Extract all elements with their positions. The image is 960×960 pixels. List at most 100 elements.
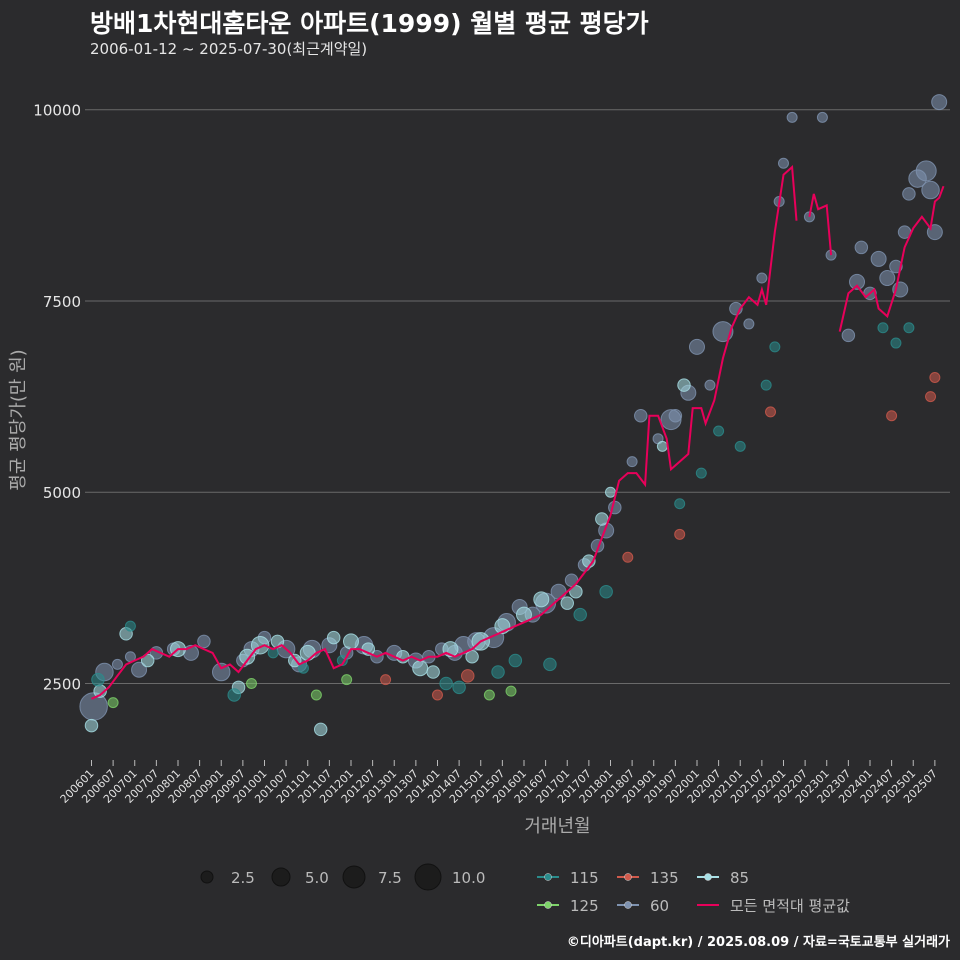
data-point-60	[786, 111, 798, 123]
data-point-60	[626, 456, 638, 468]
data-point-135	[674, 528, 686, 540]
data-point-85	[426, 665, 440, 679]
data-point-60	[902, 187, 916, 201]
data-point-60	[777, 157, 789, 169]
legend-marker-135	[624, 873, 632, 881]
data-point-135	[765, 406, 777, 418]
data-point-115	[491, 665, 505, 679]
data-point-60	[756, 272, 768, 284]
data-point-60	[712, 321, 734, 343]
mean-line	[808, 193, 833, 256]
data-point-115	[227, 688, 241, 702]
data-point-125	[310, 689, 322, 701]
mean-line	[838, 185, 945, 332]
data-point-60	[131, 661, 148, 678]
data-point-115	[890, 337, 902, 349]
legend-label-115: 115	[570, 869, 599, 887]
data-point-60	[841, 328, 856, 343]
size-legend-label: 2.5	[231, 869, 255, 887]
data-point-85	[560, 596, 574, 610]
data-point-115	[695, 467, 707, 479]
data-point-115	[267, 647, 279, 659]
legend-label-모든 면적대 평균값: 모든 면적대 평균값	[730, 897, 850, 915]
data-point-85	[239, 648, 256, 665]
data-point-60	[668, 408, 683, 423]
data-point-60	[816, 111, 828, 123]
data-point-115	[91, 672, 105, 687]
data-point-125	[341, 674, 353, 686]
x-axis-label: 거래년월	[524, 816, 590, 837]
legend-marker-85	[704, 873, 712, 881]
chart-subtitle: 2006-01-12 ~ 2025-07-30(최근계약일)	[90, 40, 368, 58]
data-point-85	[595, 512, 609, 526]
data-point-125	[246, 677, 258, 689]
data-point-85	[604, 486, 616, 498]
data-point-60	[197, 634, 211, 649]
source-credit: ©디아파트(dapt.kr) / 2025.08.09 / 자료=국토교통부 실…	[566, 935, 950, 950]
chart-title: 방배1차현대홈타운 아파트(1999) 월별 평균 평당가	[90, 9, 649, 38]
y-tick-label: 5000	[43, 484, 81, 502]
data-point-85	[465, 649, 479, 664]
data-point-60	[634, 408, 648, 423]
data-point-125	[505, 685, 517, 697]
data-point-115	[734, 440, 746, 452]
data-point-85	[677, 378, 691, 392]
data-point-125	[107, 697, 119, 709]
data-point-115	[769, 341, 781, 353]
data-point-135	[431, 689, 443, 701]
legend-label-125: 125	[570, 897, 599, 915]
data-point-115	[124, 620, 136, 632]
size-legend-symbol	[342, 865, 366, 889]
data-point-115	[903, 322, 915, 334]
mean-line	[91, 165, 798, 700]
data-point-60	[743, 318, 755, 330]
legend-marker-115	[544, 873, 552, 881]
size-legend-symbol	[200, 870, 214, 884]
data-point-60	[879, 270, 896, 287]
data-point-85	[84, 718, 99, 733]
data-point-135	[380, 674, 392, 686]
y-axis-label: 평균 평당가(만 원)	[8, 349, 29, 490]
data-point-85	[656, 440, 668, 452]
data-point-85	[326, 630, 341, 645]
data-point-135	[925, 391, 937, 403]
legend-label-85: 85	[730, 869, 749, 887]
data-point-60	[704, 379, 716, 391]
data-point-60	[870, 250, 887, 267]
data-point-60	[111, 658, 123, 670]
legend-marker-60	[624, 901, 632, 909]
data-point-135	[886, 410, 898, 422]
data-point-85	[140, 653, 155, 668]
data-point-115	[760, 379, 772, 391]
y-tick-label: 10000	[33, 102, 81, 120]
data-point-115	[439, 676, 453, 691]
data-point-85	[412, 660, 429, 677]
legend-marker-125	[544, 901, 552, 909]
data-point-115	[543, 657, 557, 672]
data-point-85	[299, 644, 316, 661]
data-point-60	[849, 273, 866, 290]
data-point-60	[931, 94, 948, 111]
data-point-135	[929, 371, 941, 383]
size-legend-label: 10.0	[452, 869, 485, 887]
data-point-115	[877, 322, 889, 334]
data-point-85	[342, 633, 359, 650]
y-tick-label: 2500	[43, 675, 81, 693]
size-legend-label: 7.5	[378, 869, 402, 887]
y-tick-label: 7500	[43, 293, 81, 311]
data-point-85	[313, 722, 328, 737]
data-point-115	[573, 607, 587, 622]
data-point-60	[688, 338, 705, 355]
size-legend-symbol	[271, 867, 291, 887]
data-point-115	[452, 680, 466, 695]
legend-label-135: 135	[650, 869, 679, 887]
data-point-115	[713, 425, 725, 437]
data-point-115	[508, 653, 523, 668]
data-point-60	[211, 662, 231, 682]
data-point-60	[854, 240, 869, 255]
data-point-115	[599, 584, 613, 599]
data-point-60	[921, 180, 940, 200]
data-point-60	[915, 160, 937, 182]
